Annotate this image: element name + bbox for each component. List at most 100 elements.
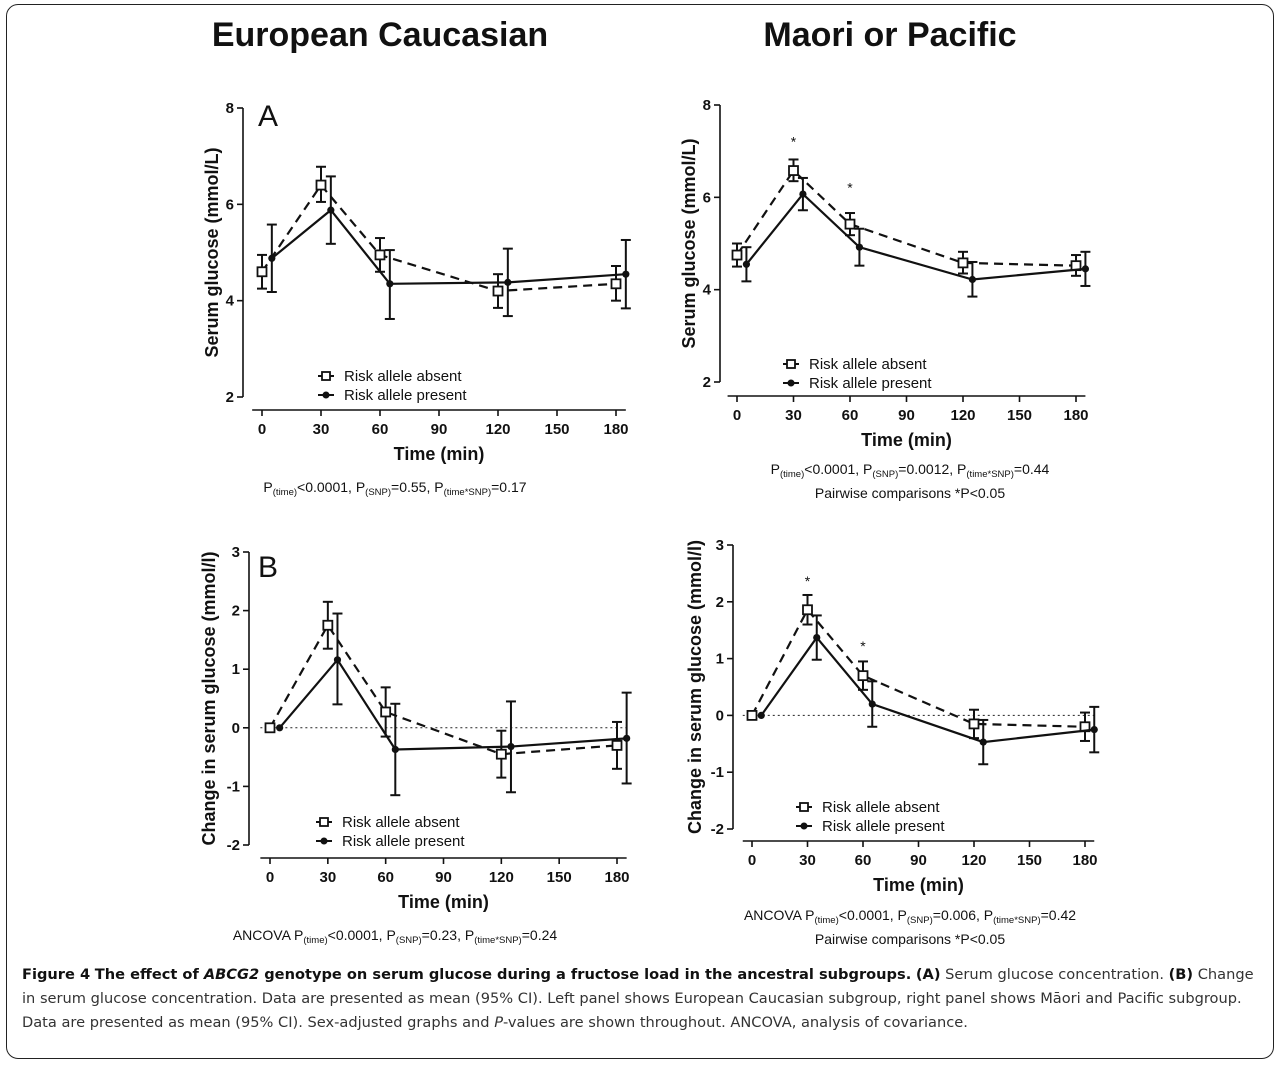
x-tick-label: 90: [435, 869, 452, 886]
data-point-present: [799, 190, 807, 198]
y-tick-label: 4: [226, 293, 235, 310]
data-point-present: [855, 243, 864, 251]
x-axis-label: Time (min): [394, 444, 485, 464]
panel-letter: B: [258, 551, 278, 584]
chart-a-european: 2 4 6 8 0 30 60 90 120 150 180 Time (min) Serum gluc…: [202, 100, 631, 464]
panel-letter: A: [258, 100, 278, 133]
y-axis-label: Serum glucose (mmol/L): [679, 138, 699, 348]
y-tick-label: 3: [232, 544, 240, 561]
stats-b-left: ANCOVA P(time)<0.0001, P(SNP)=0.23, P(ti…: [232, 927, 558, 946]
x-tick-label: 30: [799, 852, 816, 869]
x-tick-label: 180: [604, 869, 629, 886]
x-tick-label: 0: [733, 407, 741, 424]
x-tick-label: 90: [431, 421, 448, 438]
caption-title: The effect of ABCG2 genotype on serum gl…: [94, 966, 912, 983]
series-line-absent: [736, 168, 1077, 267]
data-point-absent: [256, 266, 268, 278]
x-tick-label: 60: [842, 407, 859, 424]
x-tick-label: 60: [377, 869, 394, 886]
data-point-present: [327, 206, 335, 214]
data-point-present: [268, 254, 276, 262]
y-tick-label: 2: [226, 389, 234, 406]
figure-caption: Figure 4 The effect of ABCG2 genotype on…: [22, 966, 1254, 1031]
series-line-present: [745, 192, 1086, 281]
chart-a-maori: 2 4 6 8 0 30 60 90 120 150 180 Time (min) Serum gluc…: [679, 97, 1091, 450]
legend-label-absent: Risk allele absent: [342, 814, 460, 831]
data-point-present: [391, 745, 399, 754]
legend-label-absent: Risk allele absent: [809, 356, 927, 373]
y-tick-label: -2: [227, 837, 240, 854]
data-point-absent: [802, 604, 813, 616]
x-axis-label: Time (min): [861, 430, 952, 450]
data-point-absent: [264, 722, 276, 734]
data-point-present: [623, 734, 631, 742]
legend-label-absent: Risk allele absent: [344, 368, 462, 385]
x-tick-label: 120: [485, 421, 510, 438]
legend-label-present: Risk allele present: [822, 818, 945, 835]
x-tick-label: 0: [748, 852, 756, 869]
x-tick-label: 180: [1063, 407, 1088, 424]
data-point-present: [504, 278, 512, 286]
legend-label-absent: Risk allele absent: [822, 799, 940, 816]
data-point-present: [333, 656, 342, 664]
x-tick-label: 180: [1072, 852, 1097, 869]
x-axis-label: Time (min): [398, 892, 489, 912]
y-tick-label: -1: [227, 778, 240, 795]
legend-label-present: Risk allele present: [809, 375, 932, 392]
data-point-present: [276, 724, 284, 732]
y-tick-label: 1: [232, 661, 240, 678]
series-line-absent: [261, 183, 617, 293]
x-axis-label: Time (min): [873, 875, 964, 895]
x-tick-label: 90: [898, 407, 915, 424]
x-tick-label: 60: [855, 852, 872, 869]
stats-b-right: ANCOVA P(time)<0.0001, P(SNP)=0.006, P(t…: [743, 907, 1077, 947]
data-point-present: [507, 742, 515, 751]
caption-figure-number: Figure 4: [22, 966, 91, 983]
y-tick-label: 6: [226, 196, 234, 213]
y-axis-label: Change in serum glucose (mmol/l): [685, 540, 705, 834]
data-point-absent: [857, 670, 869, 682]
data-point-present: [979, 738, 987, 746]
data-point-present: [1081, 265, 1090, 273]
y-tick-label: 2: [232, 603, 240, 620]
significance-marker: *: [847, 180, 853, 196]
legend-marker-absent: [319, 817, 329, 827]
legend-marker-present: [800, 822, 808, 830]
significance-marker: *: [860, 638, 866, 654]
data-point-absent: [957, 257, 969, 269]
significance-marker: *: [805, 573, 811, 589]
x-tick-label: 120: [961, 852, 986, 869]
data-point-present: [968, 275, 977, 284]
data-point-absent: [746, 709, 758, 721]
column-title-maori: Maori or Pacific: [763, 16, 1017, 54]
legend-marker-present: [322, 391, 330, 399]
data-point-absent: [611, 739, 623, 751]
x-tick-label: 120: [950, 407, 975, 424]
data-point-present: [1090, 726, 1098, 734]
y-tick-label: 1: [716, 651, 724, 668]
data-point-absent: [610, 278, 622, 290]
data-point-present: [813, 633, 821, 642]
legend-marker-present: [787, 379, 795, 387]
y-axis-label: Serum glucose (mmol/L): [202, 147, 222, 357]
series-line-present: [271, 208, 626, 285]
significance-marker: *: [791, 134, 797, 150]
column-title-european: European Caucasian: [211, 16, 549, 54]
y-tick-label: 2: [716, 594, 724, 611]
legend-marker-present: [320, 837, 328, 845]
data-point-absent: [844, 218, 856, 230]
data-point-absent: [374, 249, 386, 261]
pairwise-note-a: Pairwise comparisons *P<0.05: [814, 485, 1006, 501]
x-tick-label: 90: [910, 852, 927, 869]
data-point-absent: [315, 179, 327, 191]
x-tick-label: 120: [489, 869, 514, 886]
y-tick-label: 6: [703, 189, 711, 206]
y-tick-label: 0: [716, 707, 724, 724]
x-tick-label: 30: [319, 869, 336, 886]
series-line-absent: [269, 623, 618, 756]
x-tick-label: 150: [547, 869, 572, 886]
data-point-present: [386, 280, 394, 288]
data-point-absent: [322, 619, 334, 631]
